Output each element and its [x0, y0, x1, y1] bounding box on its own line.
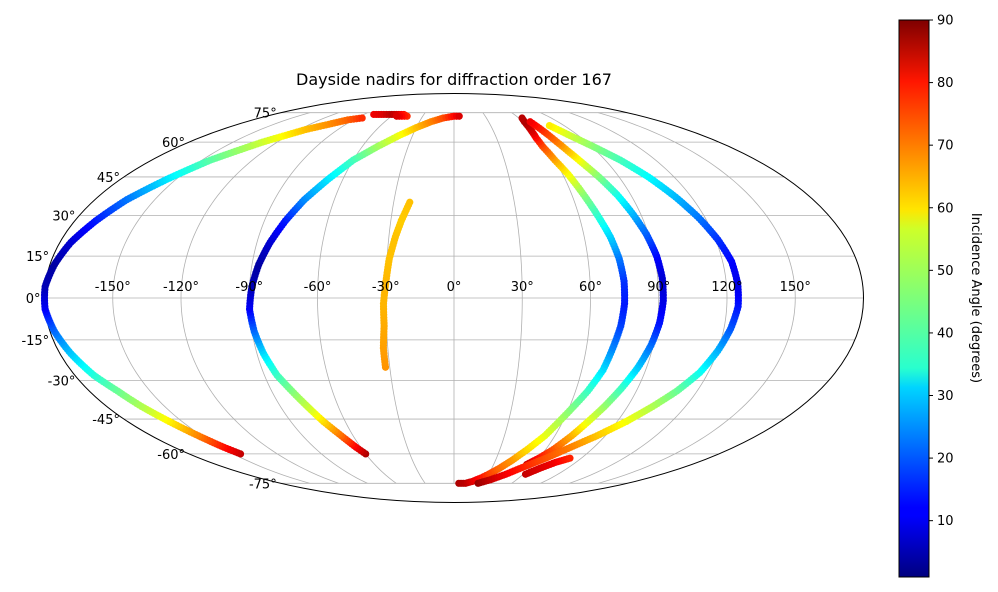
- lon-tick-label: 30°: [511, 280, 534, 295]
- colorbar-tick-label: 20: [937, 452, 954, 467]
- lon-tick-label: -150°: [95, 280, 131, 295]
- lat-tick-label: -30°: [48, 375, 76, 390]
- data-point: [566, 454, 574, 462]
- lat-tick-label: -45°: [92, 413, 120, 428]
- lat-tick-label: 45°: [97, 171, 120, 186]
- colorbar-tick-label: 50: [937, 264, 954, 279]
- lon-tick-label: -90°: [235, 280, 263, 295]
- data-point: [526, 118, 534, 126]
- lat-tick-label: -15°: [21, 334, 49, 349]
- map-grid: [44, 112, 864, 484]
- colorbar-ticks: 10 20 30 40 50 60 70 80 90: [929, 14, 954, 529]
- data-points: [40, 110, 742, 487]
- data-point: [358, 114, 366, 122]
- chart-title: Dayside nadirs for diffraction order 167: [296, 70, 612, 89]
- data-point: [455, 112, 463, 120]
- lat-tick-label: -75°: [249, 477, 277, 492]
- lon-tick-label: 150°: [780, 280, 811, 295]
- colorbar-tick-label: 90: [937, 14, 954, 29]
- lon-tick-label: 120°: [711, 280, 742, 295]
- data-point: [518, 114, 526, 122]
- lat-tick-label: 0°: [26, 292, 41, 307]
- colorbar-tick-label: 70: [937, 139, 954, 154]
- colorbar-tick-label: 10: [937, 514, 954, 529]
- data-point: [406, 198, 414, 206]
- lat-tick-labels: 75° 60° 45° 30° 15° 0° -15° -30° -45° -60° -75°: [21, 107, 276, 493]
- colorbar: [898, 19, 930, 578]
- lon-tick-label: -60°: [304, 280, 332, 295]
- lon-tick-label: 90°: [647, 280, 670, 295]
- lat-tick-label: 15°: [26, 250, 49, 265]
- lon-tick-label: -30°: [372, 280, 400, 295]
- data-point: [393, 112, 401, 120]
- lat-tick-label: -60°: [157, 448, 185, 463]
- lon-tick-labels: -150° -120° -90° -60° -30° 0° 30° 60° 90° 120° 150…: [95, 280, 811, 295]
- lon-tick-label: -120°: [163, 280, 199, 295]
- lat-tick-label: 30°: [52, 209, 75, 224]
- lon-tick-label: 60°: [579, 280, 602, 295]
- colorbar-tick-label: 60: [937, 201, 954, 216]
- colorbar-label: Incidence Angle (degrees): [968, 213, 983, 383]
- data-point: [545, 121, 554, 130]
- lat-tick-label: 75°: [254, 107, 277, 122]
- lat-tick-label: 60°: [162, 136, 185, 151]
- colorbar-tick-label: 40: [937, 326, 954, 341]
- lon-tick-label: 0°: [447, 280, 462, 295]
- colorbar-tick-label: 80: [937, 76, 954, 91]
- colorbar-tick-label: 30: [937, 389, 954, 404]
- map-outline: [43, 93, 865, 503]
